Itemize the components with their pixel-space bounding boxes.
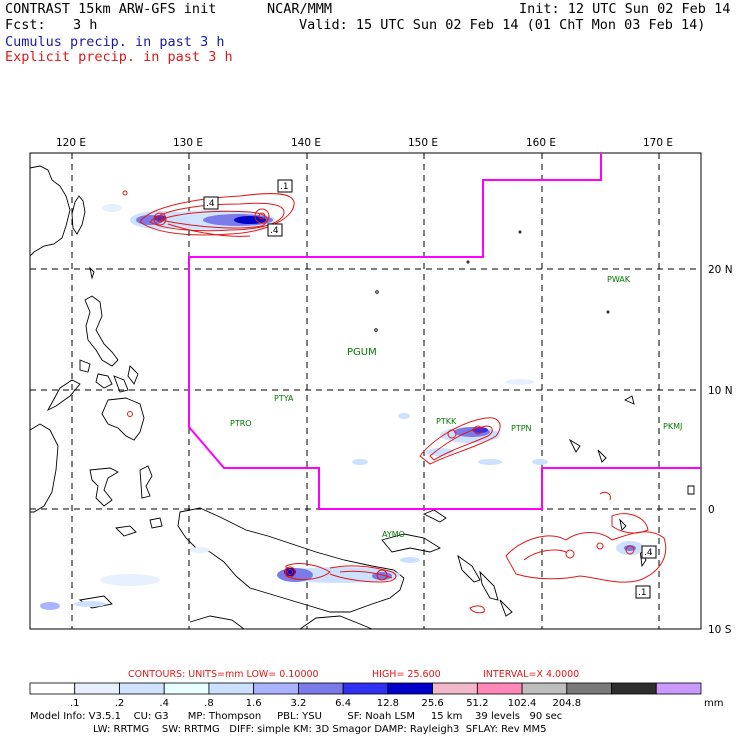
colorbar-swatch — [387, 682, 434, 695]
colorbar-tick: 3.2 — [290, 698, 306, 709]
contour-label: .4 — [206, 199, 215, 209]
legend-cumulus: Cumulus precip. in past 3 h — [5, 34, 225, 50]
map-frame — [29, 152, 702, 630]
colorbar-swatch — [297, 682, 344, 695]
colorbar-swatch — [476, 682, 523, 695]
fcst-value: 3 h — [73, 17, 98, 33]
colorbar-swatch — [655, 682, 702, 695]
fir-boundary — [188, 153, 701, 510]
lat-label: 0 — [708, 504, 715, 516]
colorbar-swatch — [208, 682, 255, 695]
station-label: PWAK — [607, 275, 631, 284]
colorbar-tick: .4 — [159, 698, 169, 709]
lat-axis: 20 N 10 N 0 10 S — [708, 264, 733, 636]
cumulus-precip — [40, 204, 644, 610]
station-label: PKMJ — [663, 422, 682, 431]
station-label: AYMO — [382, 530, 405, 539]
contour-labels: .4 .1 .4 .4 .1 — [203, 179, 657, 599]
contour-high: HIGH= 25.600 — [372, 669, 441, 680]
graticule — [30, 153, 701, 629]
colorbar-tick: .8 — [204, 698, 214, 709]
contour-label: .1 — [638, 588, 647, 598]
colorbar-swatch — [566, 682, 612, 695]
colorbar-tick: .1 — [70, 698, 80, 709]
colorbar-ticks: .1 .2 .4 .8 1.6 3.2 6.4 12.8 25.6 51.2 102.4 204.8 — [70, 698, 581, 709]
colorbar-tick: .2 — [115, 698, 125, 709]
colorbar-tick: 1.6 — [246, 698, 262, 709]
colorbar-swatch — [74, 682, 120, 695]
station-label: PTRO — [230, 419, 252, 428]
coastlines — [29, 165, 695, 630]
colorbar-swatch — [521, 682, 568, 695]
colorbar-swatch — [342, 682, 389, 695]
colorbar-unit: mm — [704, 698, 723, 709]
colorbar-swatch — [253, 682, 299, 695]
lon-label: 140 E — [291, 137, 321, 149]
lon-axis: 120 E 130 E 140 E 150 E 160 E 170 E — [56, 137, 673, 149]
fcst-label: Fcst: — [5, 17, 46, 33]
contour-units: CONTOURS: UNITS=mm LOW= 0.10000 — [128, 669, 319, 680]
contour-label: .1 — [280, 182, 289, 192]
colorbar-swatch — [29, 682, 76, 695]
colorbar-swatch — [611, 682, 657, 695]
org-label: NCAR/MMM — [267, 1, 333, 17]
colorbar-tick: 12.8 — [377, 698, 399, 709]
colorbar-tick: 102.4 — [508, 698, 537, 709]
lon-label: 160 E — [526, 137, 556, 149]
stations: PWAK PGUM PTYA PTRO PTKK PTPN PKMJ AYMO — [230, 275, 682, 539]
lon-label: 120 E — [56, 137, 86, 149]
colorbar-swatch — [163, 682, 210, 695]
legend-explicit: Explicit precip. in past 3 h — [5, 49, 233, 65]
colorbar — [29, 682, 702, 695]
contour-label: .4 — [644, 548, 653, 558]
init-time: Init: 12 UTC Sun 02 Feb 14 — [519, 1, 731, 17]
lat-label: 20 N — [708, 264, 733, 276]
valid-time: Valid: 15 UTC Sun 02 Feb 14 (01 ChT Mon … — [299, 17, 706, 33]
station-label: PTYA — [274, 394, 294, 403]
model-info-line2: LW: RRTMG SW: RRTMG DIFF: simple KM: 3D … — [93, 724, 547, 735]
lat-label: 10 S — [708, 624, 732, 636]
colorbar-swatch — [119, 682, 165, 695]
contour-interval: INTERVAL=X 4.0000 — [483, 669, 579, 680]
colorbar-tick: 25.6 — [421, 698, 443, 709]
colorbar-tick: 51.2 — [466, 698, 488, 709]
lat-label: 10 N — [708, 385, 733, 397]
model-info-line1: Model Info: V3.5.1 CU: G3 MP: Thompson P… — [30, 711, 563, 722]
colorbar-swatch — [432, 682, 478, 695]
lon-label: 150 E — [408, 137, 438, 149]
station-label: PGUM — [347, 347, 377, 358]
colorbar-tick: 204.8 — [552, 698, 581, 709]
contour-label: .4 — [270, 226, 279, 236]
lon-label: 170 E — [643, 137, 673, 149]
station-label: PTPN — [511, 424, 532, 433]
colorbar-tick: 6.4 — [335, 698, 351, 709]
explicit-precip — [122, 190, 667, 614]
model-title: CONTRAST 15km ARW-GFS init — [5, 1, 217, 17]
station-label: PTKK — [436, 417, 457, 426]
lon-label: 130 E — [173, 137, 203, 149]
contour-info: CONTOURS: UNITS=mm LOW= 0.10000 HIGH= 25… — [128, 669, 579, 680]
